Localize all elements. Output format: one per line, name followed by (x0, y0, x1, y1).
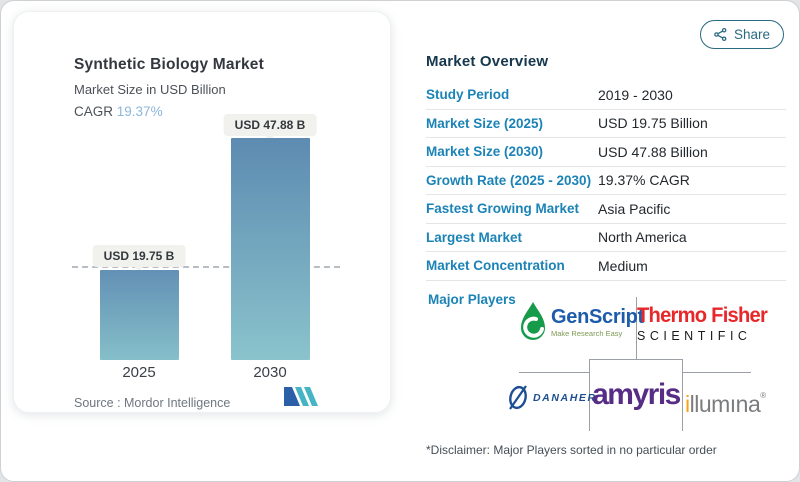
illumina-first-letter: i (685, 391, 690, 417)
row-value-study-period: 2019 - 2030 (598, 86, 673, 103)
row-label-largest-market: Largest Market (426, 229, 523, 245)
reference-dashed-line (72, 266, 340, 268)
logo-amyris: amyris (592, 378, 681, 411)
table-row: Growth Rate (2025 - 2030) 19.37% CAGR (426, 167, 786, 195)
bar-2025[interactable] (100, 270, 179, 360)
row-value-growth-rate: 19.37% CAGR (598, 172, 690, 189)
chart-cagr-line: CAGR 19.37% (74, 104, 163, 119)
source-attribution: Source : Mordor Intelligence (74, 396, 231, 410)
row-value-market-size-2030: USD 47.88 Billion (598, 143, 708, 160)
major-players-label: Major Players (428, 292, 516, 307)
market-size-chart-card: Synthetic Biology Market Market Size in … (13, 11, 391, 413)
chart-subtitle: Market Size in USD Billion (74, 82, 226, 97)
overview-heading: Market Overview (426, 53, 549, 70)
logo-grid-divider (683, 372, 751, 373)
genscript-wordmark: GenScript (551, 305, 644, 328)
cagr-label: CAGR (74, 104, 114, 119)
logo-thermo-fisher: Thermo Fisher SCIENTIFIC (637, 305, 772, 343)
share-nodes-icon (714, 28, 727, 41)
illumina-wordmark-rest: llumına (689, 391, 761, 417)
share-button[interactable]: Share (700, 20, 784, 49)
table-row: Largest Market North America (426, 224, 786, 252)
table-row: Market Size (2030) USD 47.88 Billion (426, 138, 786, 167)
cagr-value: 19.37% (116, 104, 163, 119)
row-label-market-concentration: Market Concentration (426, 258, 565, 274)
logo-grid-divider (636, 297, 637, 359)
danaher-wordmark: DANAHER (533, 391, 597, 404)
table-row: Market Size (2025) USD 19.75 Billion (426, 110, 786, 138)
mordor-intelligence-logo-icon (284, 387, 318, 406)
logo-grid-cell (589, 359, 683, 431)
row-label-fastest-growing-market: Fastest Growing Market (426, 201, 580, 217)
chart-title: Synthetic Biology Market (74, 56, 264, 73)
table-row: Market Concentration Medium (426, 252, 786, 281)
overview-table: Study Period 2019 - 2030 Market Size (20… (426, 81, 786, 281)
bar-value-label-2030: USD 47.88 B (223, 114, 317, 136)
thermo-fisher-wordmark: Thermo Fisher (637, 304, 768, 327)
table-row: Study Period 2019 - 2030 (426, 81, 786, 110)
x-axis-label-2025: 2025 (122, 364, 156, 381)
bar-value-label-2025: USD 19.75 B (92, 245, 186, 267)
table-row: Fastest Growing Market Asia Pacific (426, 195, 786, 224)
row-label-study-period: Study Period (426, 87, 510, 103)
disclaimer-text: *Disclaimer: Major Players sorted in no … (426, 443, 717, 457)
thermo-fisher-scientific-label: SCIENTIFIC (637, 329, 752, 343)
share-button-label: Share (733, 27, 771, 42)
row-label-market-size-2025: Market Size (2025) (426, 115, 544, 131)
x-axis-label-2030: 2030 (253, 364, 287, 381)
logo-grid-divider (519, 372, 589, 373)
row-value-largest-market: North America (598, 229, 687, 246)
illumina-registered-mark: ® (760, 391, 766, 400)
genscript-tagline: Make Research Easy (551, 328, 623, 338)
row-label-market-size-2030: Market Size (2030) (426, 144, 544, 160)
logo-illumina: illumına® (685, 391, 766, 418)
row-label-growth-rate: Growth Rate (2025 - 2030) (426, 172, 592, 188)
logo-genscript: GenScript Make Research Easy (520, 301, 644, 343)
row-value-fastest-growing-market: Asia Pacific (598, 200, 671, 217)
genscript-droplet-icon (521, 302, 545, 340)
row-value-market-concentration: Medium (598, 257, 648, 274)
bar-2030[interactable] (231, 138, 310, 360)
logo-danaher: DANAHER (506, 384, 597, 411)
danaher-d-icon (509, 385, 527, 410)
row-value-market-size-2025: USD 19.75 Billion (598, 115, 708, 132)
